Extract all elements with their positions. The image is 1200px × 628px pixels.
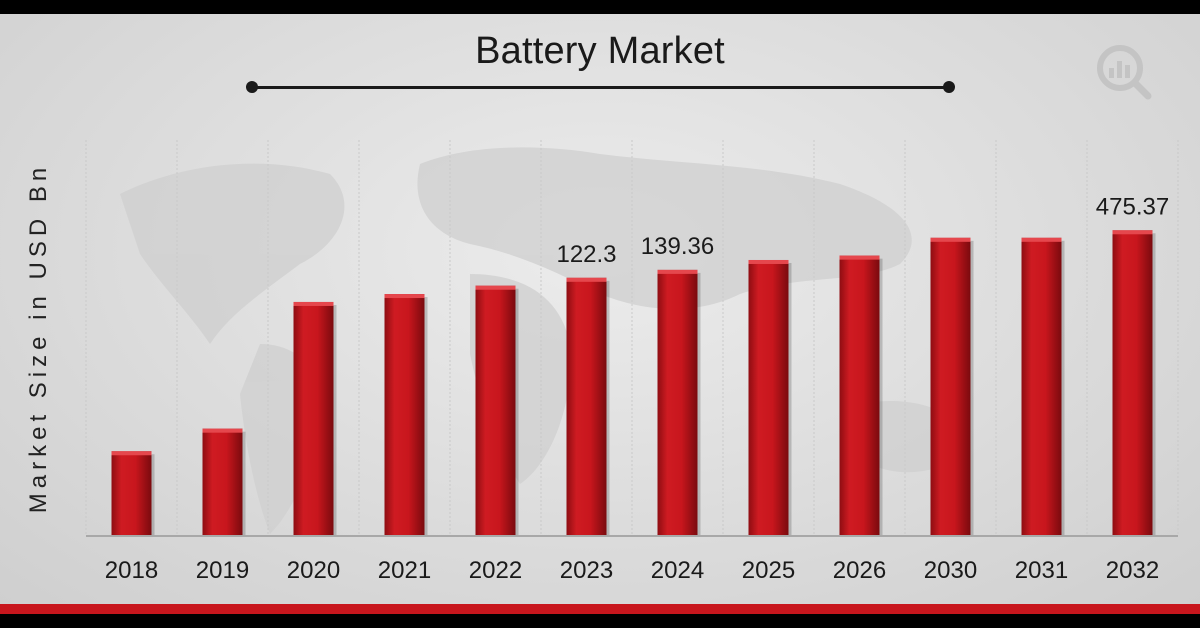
x-tick-label-2022: 2022 [469, 557, 522, 584]
bar-top-highlight [566, 277, 607, 282]
bar-top-highlight [748, 259, 789, 264]
bar-top-highlight [839, 255, 880, 260]
bar-2021 [384, 294, 425, 536]
bar-chart: 122.3 139.36 475.37 2018 2019 2020 2021 2022 20… [85, 140, 1179, 584]
x-tick-label-2020: 2020 [287, 557, 340, 584]
x-tick-label-2021: 2021 [378, 557, 431, 584]
bar-top-highlight [1021, 237, 1062, 242]
chart-title: Battery Market [475, 30, 725, 72]
x-tick-label-2026: 2026 [833, 557, 886, 584]
footer-accent-bar [0, 604, 1200, 614]
title-underline-left-dot [246, 81, 258, 93]
x-tick-label-2030: 2030 [924, 557, 977, 584]
brand-logo-icon [1097, 45, 1152, 100]
x-tick-label-2024: 2024 [651, 557, 704, 584]
bar-top-highlight [930, 237, 971, 242]
bar-2031 [1021, 237, 1062, 536]
bar-top-highlight [293, 301, 334, 306]
data-label-2023: 122.3 [556, 241, 616, 268]
data-label-2032: 475.37 [1096, 193, 1169, 220]
bar-2022 [475, 285, 516, 536]
x-tick-label-2031: 2031 [1015, 557, 1068, 584]
bar-top-highlight [475, 285, 516, 290]
bar-2026 [839, 255, 880, 536]
bar-top-highlight [657, 269, 698, 274]
x-tick-label-2018: 2018 [105, 557, 158, 584]
bar-top-highlight [384, 294, 425, 299]
x-tick-label-2032: 2032 [1106, 557, 1159, 584]
bar-2020 [293, 301, 334, 536]
title-underline [252, 86, 949, 89]
bar-2030 [930, 237, 971, 536]
x-tick-label-2025: 2025 [742, 557, 795, 584]
x-tick-label-2019: 2019 [196, 557, 249, 584]
bar-2032 [1112, 230, 1153, 536]
title-underline-right-dot [943, 81, 955, 93]
bar-2025 [748, 259, 789, 536]
bar-2018 [111, 451, 152, 536]
x-tick-label-2023: 2023 [560, 557, 613, 584]
footer-band [0, 614, 1200, 628]
bar-2024 [657, 269, 698, 536]
bar-top-highlight [111, 451, 152, 456]
bar-2023 [566, 277, 607, 536]
data-label-2024: 139.36 [641, 233, 714, 260]
bar-top-highlight [202, 428, 243, 433]
bar-2019 [202, 428, 243, 536]
bar-top-highlight [1112, 230, 1153, 235]
